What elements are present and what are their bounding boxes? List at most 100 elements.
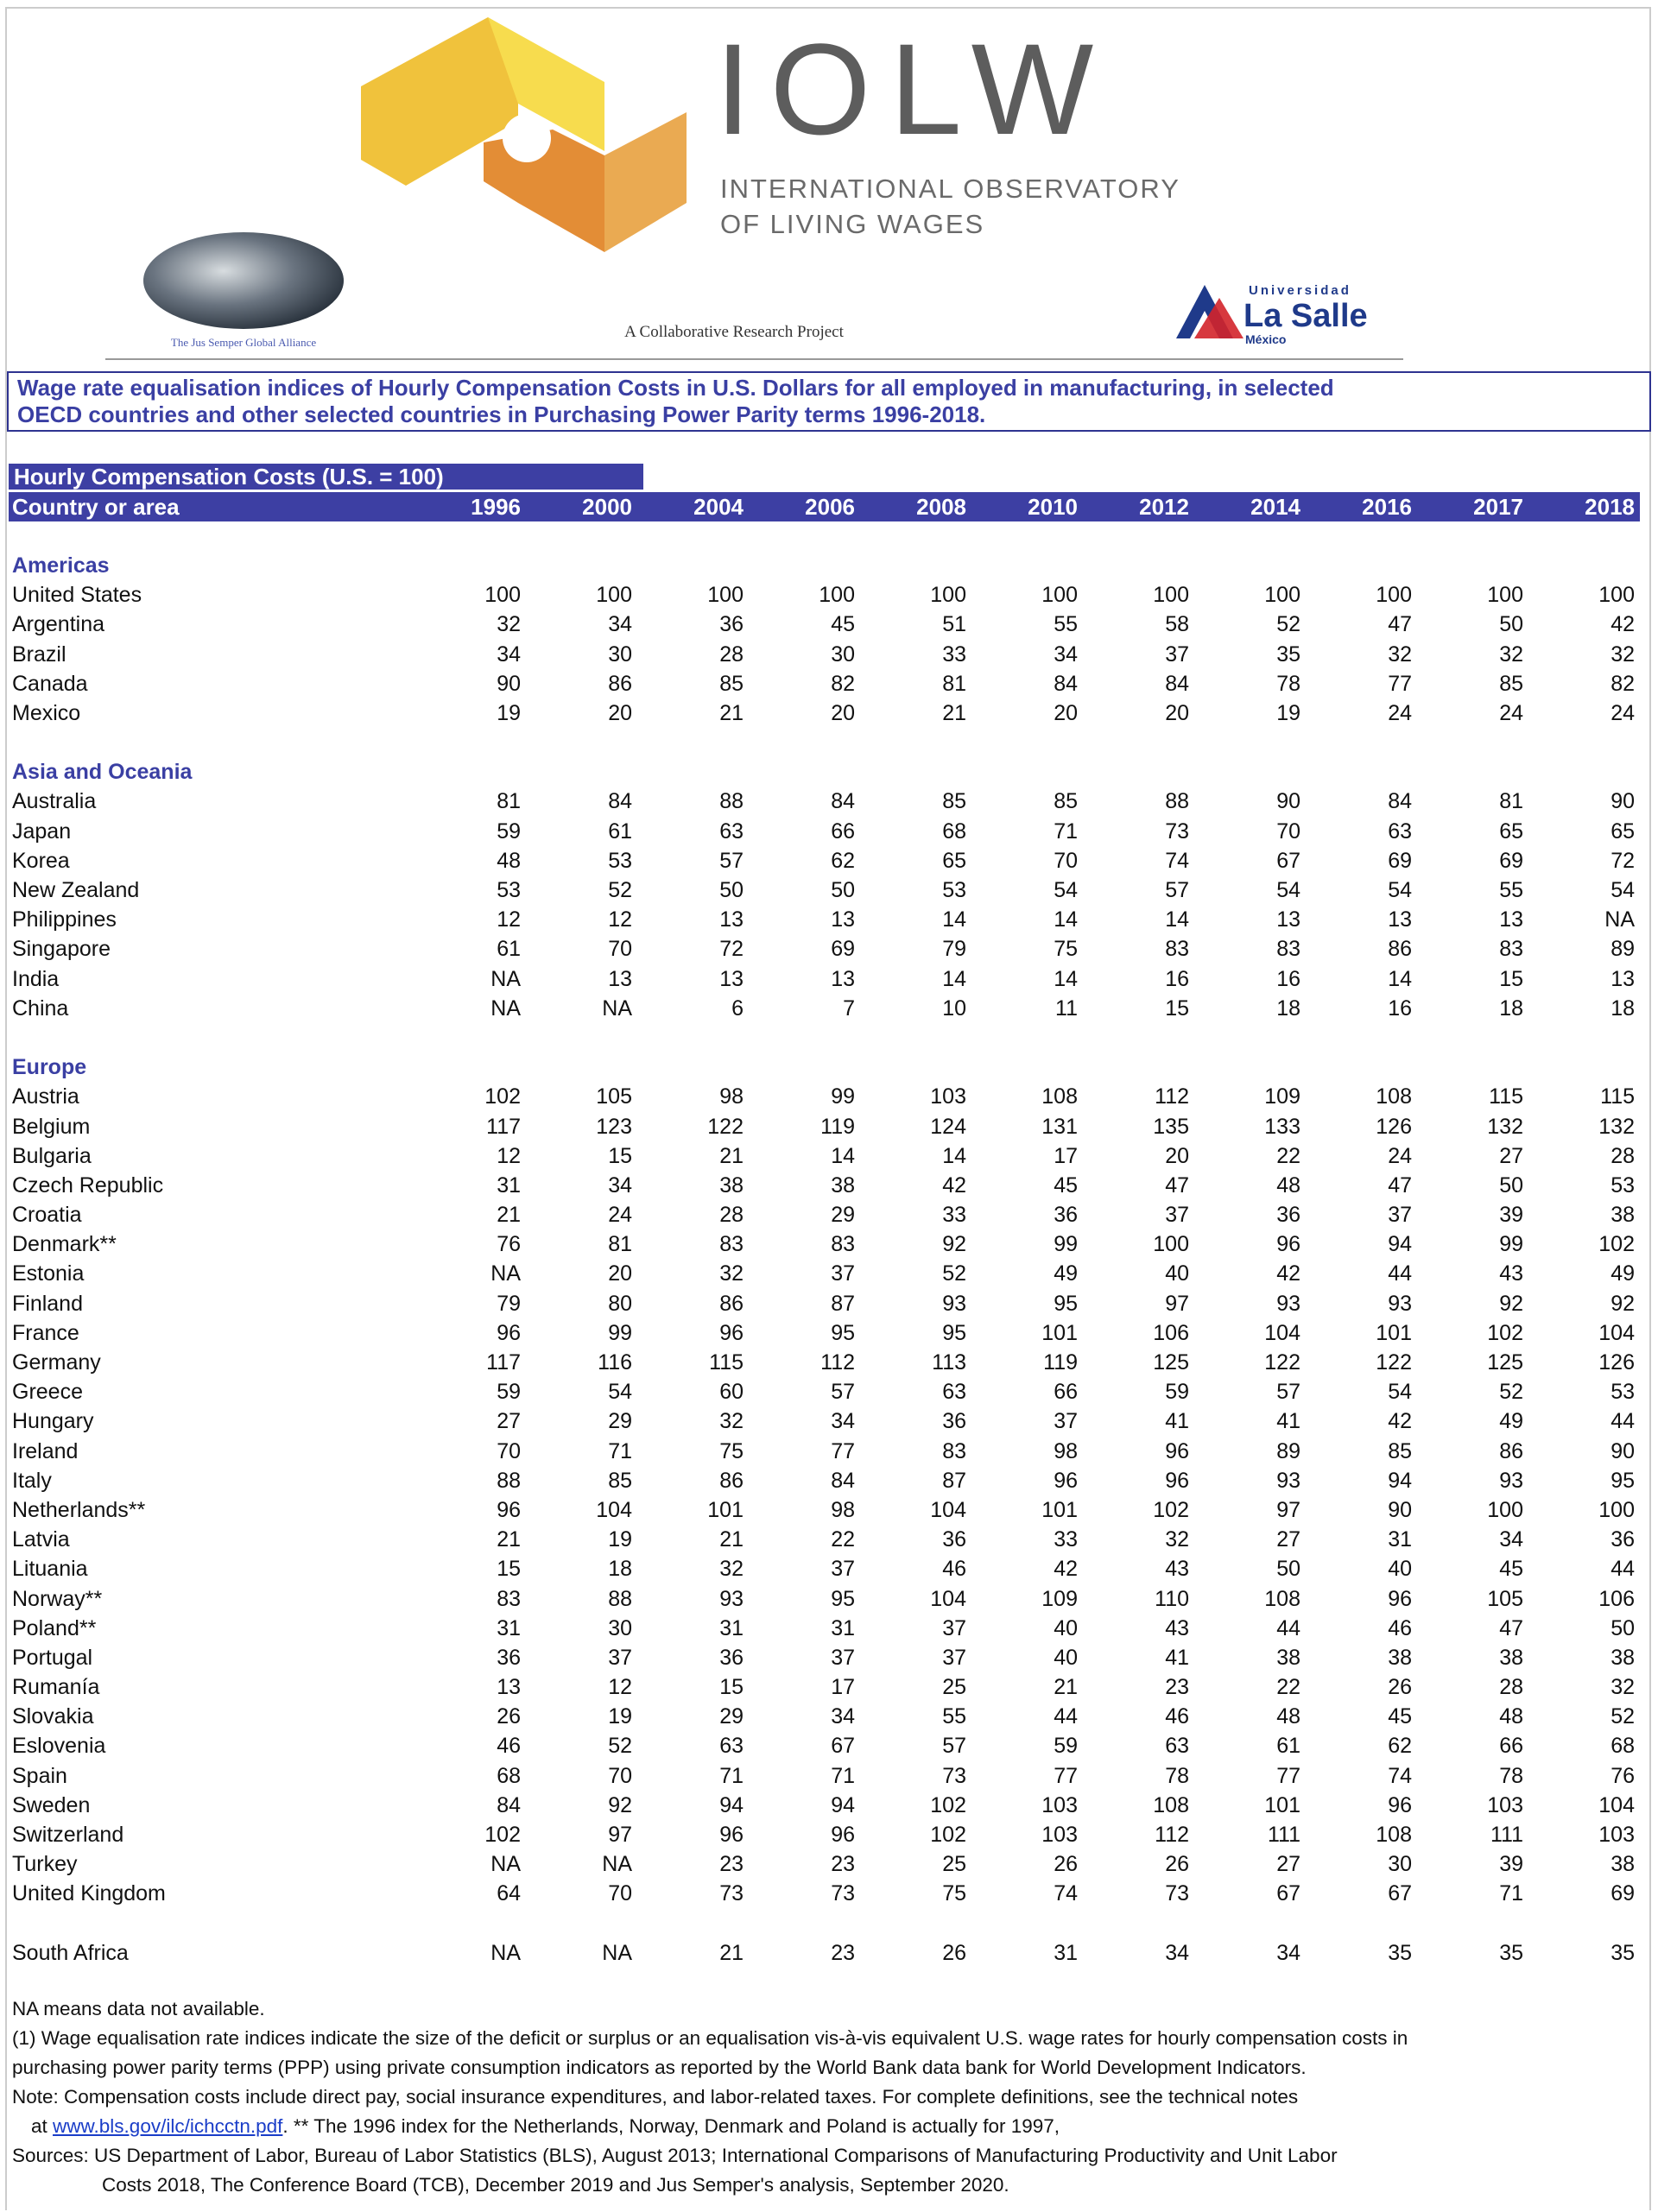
country-name: Philippines bbox=[12, 907, 117, 932]
table-row: Japan 59 61 63 66 68 71 73 70 63 65 65 bbox=[9, 817, 1640, 846]
value-cell: 102 bbox=[484, 1823, 521, 1848]
observatory-name: INTERNATIONAL OBSERVATORY bbox=[720, 174, 1180, 204]
value-cell: 79 bbox=[942, 937, 966, 962]
value-cell: 36 bbox=[1276, 1203, 1300, 1228]
value-cell: 125 bbox=[1487, 1350, 1523, 1375]
note-link[interactable]: www.bls.gov/ilc/ichcctn.pdf bbox=[53, 2115, 283, 2137]
value-cell: 109 bbox=[1264, 1084, 1300, 1109]
value-cell: 101 bbox=[1264, 1792, 1300, 1817]
value-cell: 103 bbox=[1487, 1792, 1523, 1817]
value-cell: 27 bbox=[1499, 1143, 1523, 1168]
value-cell: 115 bbox=[1600, 1084, 1635, 1109]
value-cell: 73 bbox=[719, 1881, 744, 1906]
value-cell: 102 bbox=[1487, 1320, 1523, 1345]
value-cell: 38 bbox=[719, 1172, 744, 1198]
value-cell: 88 bbox=[497, 1468, 521, 1493]
logo-shape bbox=[503, 114, 551, 162]
value-cell: 95 bbox=[942, 1320, 966, 1345]
country-name: Belgium bbox=[12, 1114, 91, 1139]
value-cell: 44 bbox=[1611, 1409, 1635, 1434]
country-name: Poland** bbox=[12, 1615, 97, 1640]
value-cell: 59 bbox=[1165, 1380, 1189, 1405]
university-label: Universidad bbox=[1249, 283, 1351, 298]
value-cell: 113 bbox=[932, 1350, 966, 1375]
column-header: 2016 bbox=[1306, 492, 1417, 522]
value-cell: 71 bbox=[719, 1763, 744, 1788]
value-cell: 21 bbox=[719, 1940, 744, 1965]
value-cell: 48 bbox=[1276, 1172, 1300, 1198]
value-cell: 73 bbox=[1165, 1881, 1189, 1906]
country-name: Slovakia bbox=[12, 1704, 94, 1729]
value-cell: 46 bbox=[942, 1557, 966, 1582]
value-cell: 12 bbox=[497, 907, 521, 932]
value-cell: 103 bbox=[1041, 1823, 1078, 1848]
value-cell: 15 bbox=[1499, 966, 1523, 991]
table-row: Denmark** 76 81 83 83 92 99 100 96 94 99 102 bbox=[9, 1230, 1640, 1260]
value-cell: 71 bbox=[1054, 818, 1078, 844]
group-name: Asia and Oceania bbox=[12, 760, 193, 785]
value-cell: 34 bbox=[1276, 1940, 1300, 1965]
country-name: Australia bbox=[12, 789, 97, 814]
value-cell: 75 bbox=[719, 1438, 744, 1463]
country-name: Norway** bbox=[12, 1586, 103, 1611]
table-row: Brazil 34 30 28 30 33 34 37 35 32 32 32 bbox=[9, 640, 1640, 669]
value-cell: 31 bbox=[497, 1172, 521, 1198]
value-cell: 23 bbox=[831, 1852, 855, 1877]
value-cell: 17 bbox=[831, 1675, 855, 1700]
value-cell: 65 bbox=[942, 848, 966, 873]
value-cell: 93 bbox=[1499, 1468, 1523, 1493]
table-row: Eslovenia 46 52 63 67 57 59 63 61 62 66 68 bbox=[9, 1732, 1640, 1761]
value-cell: 103 bbox=[1598, 1823, 1635, 1848]
value-cell: 32 bbox=[719, 1409, 744, 1434]
logo-shape bbox=[488, 17, 604, 151]
value-cell: 115 bbox=[1489, 1084, 1523, 1109]
value-cell: 84 bbox=[1388, 789, 1412, 814]
value-cell: 86 bbox=[608, 671, 632, 696]
value-cell: 32 bbox=[1165, 1527, 1189, 1552]
country-name: Argentina bbox=[12, 612, 105, 637]
value-cell: 62 bbox=[831, 848, 855, 873]
value-cell: 123 bbox=[596, 1114, 632, 1139]
value-cell: 92 bbox=[608, 1792, 632, 1817]
value-cell: 117 bbox=[486, 1350, 521, 1375]
column-header: 1996 bbox=[414, 492, 526, 522]
value-cell: 21 bbox=[1054, 1675, 1078, 1700]
value-cell: 37 bbox=[831, 1261, 855, 1286]
logo-text: IOLW bbox=[715, 16, 1112, 161]
value-cell: NA bbox=[490, 966, 521, 991]
value-cell: 19 bbox=[608, 1704, 632, 1729]
value-cell: 18 bbox=[1611, 995, 1635, 1021]
spacer-row bbox=[9, 729, 1640, 758]
value-cell: 22 bbox=[1276, 1675, 1300, 1700]
value-cell: 36 bbox=[1611, 1527, 1635, 1552]
table-row: Slovakia 26 19 29 34 55 44 46 48 45 48 52 bbox=[9, 1703, 1640, 1732]
value-cell: 20 bbox=[831, 700, 855, 725]
value-cell: 29 bbox=[831, 1203, 855, 1228]
country-name: India bbox=[12, 966, 60, 991]
value-cell: 94 bbox=[1388, 1232, 1412, 1257]
country-name: Germany bbox=[12, 1350, 101, 1375]
value-cell: 89 bbox=[1611, 937, 1635, 962]
value-cell: 66 bbox=[831, 818, 855, 844]
value-cell: 87 bbox=[942, 1468, 966, 1493]
value-cell: 117 bbox=[486, 1114, 521, 1139]
table-caption: Hourly Compensation Costs (U.S. = 100) bbox=[9, 464, 643, 490]
value-cell: 40 bbox=[1054, 1615, 1078, 1640]
value-cell: 20 bbox=[1054, 700, 1078, 725]
value-cell: 43 bbox=[1165, 1615, 1189, 1640]
value-cell: 109 bbox=[1041, 1586, 1078, 1611]
value-cell: 80 bbox=[608, 1291, 632, 1316]
column-header: 2014 bbox=[1194, 492, 1306, 522]
note-line: (1) Wage equalisation rate indices indic… bbox=[12, 2027, 1408, 2049]
table-row: Lituania 15 18 32 37 46 42 43 50 40 45 44 bbox=[9, 1555, 1640, 1584]
country-name: China bbox=[12, 995, 69, 1021]
column-header: 2000 bbox=[526, 492, 637, 522]
value-cell: 111 bbox=[1267, 1823, 1300, 1848]
value-cell: 17 bbox=[1054, 1143, 1078, 1168]
value-cell: 21 bbox=[497, 1203, 521, 1228]
value-cell: 22 bbox=[1276, 1143, 1300, 1168]
value-cell: 13 bbox=[608, 966, 632, 991]
value-cell: 57 bbox=[1276, 1380, 1300, 1405]
value-cell: 96 bbox=[1388, 1586, 1412, 1611]
country-name: Greece bbox=[12, 1380, 83, 1405]
